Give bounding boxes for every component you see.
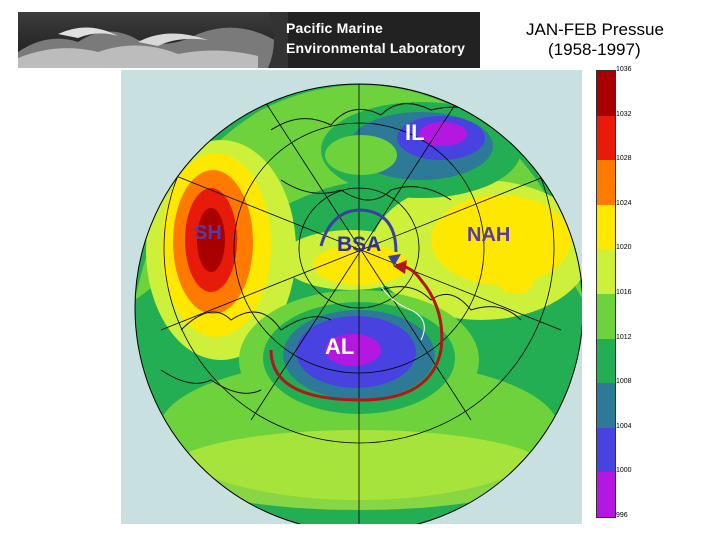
colorbar-tick-label: 996 <box>616 512 628 519</box>
colorbar-tick-label: 1036 <box>616 66 632 73</box>
al-circulation-arrow <box>269 264 444 402</box>
colorbar-segment <box>597 204 615 250</box>
label-nah: NAH <box>467 224 511 246</box>
colorbar-segment <box>597 383 615 429</box>
coastlines <box>160 103 522 394</box>
bsa-circulation-arrow <box>319 208 398 253</box>
label-bsa: BSA <box>337 233 382 256</box>
pmel-banner: Pacific Marine Environmental Laboratory <box>18 12 480 68</box>
colorbar-tick-label: 1024 <box>616 199 632 207</box>
colorbar-tick-label: 1032 <box>616 110 632 118</box>
map-date-range: (1958-1997) <box>548 40 641 59</box>
colorbar-tick-label: 1012 <box>616 333 632 341</box>
graticule-lines <box>160 84 562 524</box>
banner-title-line1: Pacific Marine <box>286 20 383 36</box>
al-arrowhead <box>393 260 407 274</box>
colorbar-tick-label: 1016 <box>616 289 632 296</box>
pressure-contours <box>135 84 582 524</box>
globe-outline <box>134 83 582 524</box>
colorbar-tick-label: 1004 <box>616 422 632 430</box>
colorbar-tick-label: 1000 <box>616 467 632 475</box>
pressure-globe <box>134 83 582 524</box>
colorbar-segment <box>597 160 615 206</box>
bsa-arrowhead <box>388 254 401 266</box>
colorbar-segment <box>597 427 615 473</box>
colorbar-tick-label: 1008 <box>616 378 632 386</box>
label-il: IL <box>405 120 425 145</box>
colorbar-segment <box>597 249 615 295</box>
colorbar-segment <box>597 338 615 384</box>
pressure-map-panel: IL SH BSA NAH AL <box>121 70 582 524</box>
alaska-coastline <box>380 285 425 341</box>
colorbar-segment <box>597 115 615 161</box>
banner-title-line2: Environmental Laboratory <box>286 40 466 56</box>
colorbar-tick-label: 1020 <box>616 244 632 252</box>
label-al: AL <box>325 334 355 359</box>
pressure-colorbar <box>596 70 616 518</box>
colorbar-segment <box>597 71 615 117</box>
colorbar-segment <box>597 294 615 340</box>
colorbar-tick-label: 1028 <box>616 155 632 163</box>
map-title: JAN-FEB Pressue <box>526 20 664 39</box>
label-sh: SH <box>194 222 222 244</box>
ocean-wave-image <box>18 12 480 68</box>
colorbar-segment <box>597 472 615 518</box>
